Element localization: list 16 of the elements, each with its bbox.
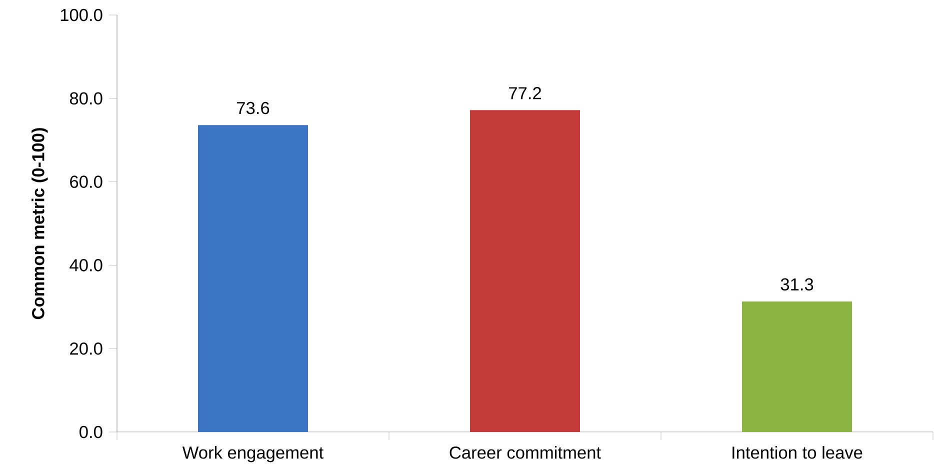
- x-tick-label: Intention to leave: [732, 446, 862, 459]
- y-tick-label: 80.0: [70, 92, 102, 105]
- y-axis-title: Common metric (0-100): [32, 128, 48, 320]
- data-label: 77.2: [509, 87, 541, 100]
- y-tick-label: 40.0: [70, 259, 102, 272]
- y-tick-label: 100.0: [60, 8, 102, 22]
- y-tick-label: 20.0: [70, 342, 102, 355]
- x-tick-label: Work engagement: [182, 446, 324, 462]
- bar: [198, 125, 308, 432]
- data-label: 31.3: [780, 278, 814, 291]
- x-tick-label: Career commitment: [450, 446, 601, 459]
- data-label: 73.6: [237, 102, 270, 114]
- y-tick-label: 0.0: [80, 426, 102, 438]
- bar: [742, 301, 852, 432]
- bar: [470, 110, 580, 432]
- y-tick-label: 60.0: [70, 176, 102, 188]
